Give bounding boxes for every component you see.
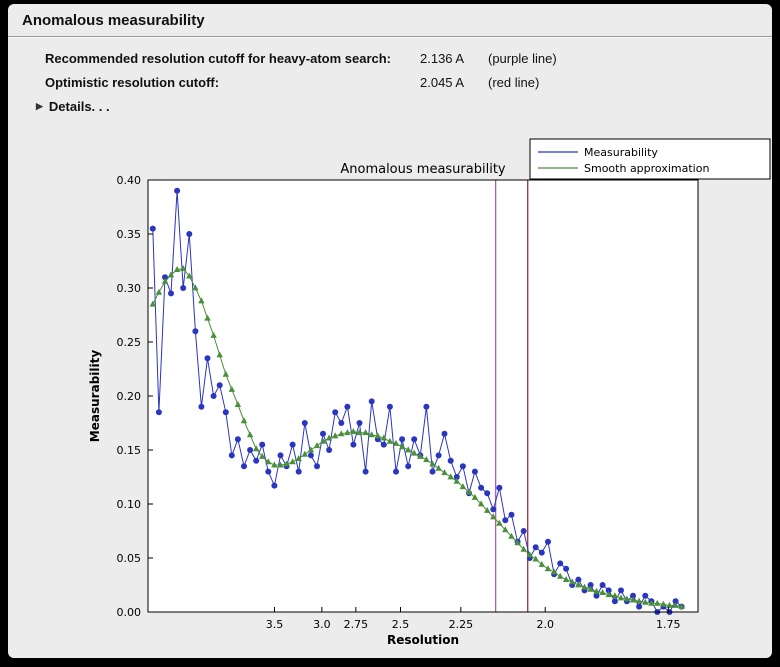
anomalous-measurability-panel: Anomalous measurability Recommended reso… xyxy=(8,4,772,658)
optimistic-cutoff-row: Optimistic resolution cutoff: 2.045 A (r… xyxy=(45,75,772,90)
svg-text:0.05: 0.05 xyxy=(117,552,142,565)
optimistic-cutoff-note: (red line) xyxy=(488,75,540,90)
svg-text:Resolution: Resolution xyxy=(387,633,459,647)
svg-text:Measurability: Measurability xyxy=(88,350,102,443)
svg-text:0.35: 0.35 xyxy=(117,228,142,241)
svg-text:Smooth approximation: Smooth approximation xyxy=(584,162,709,175)
svg-text:0.30: 0.30 xyxy=(117,282,142,295)
disclosure-triangle-icon: ▶ xyxy=(36,101,43,111)
svg-text:1.75: 1.75 xyxy=(656,618,681,631)
svg-text:3.5: 3.5 xyxy=(266,618,284,631)
recommended-cutoff-note: (purple line) xyxy=(488,51,557,66)
panel-header: Anomalous measurability xyxy=(8,4,772,37)
svg-text:2.25: 2.25 xyxy=(449,618,474,631)
panel-title: Anomalous measurability xyxy=(22,12,205,29)
optimistic-cutoff-label: Optimistic resolution cutoff: xyxy=(45,75,220,90)
svg-text:Anomalous measurability: Anomalous measurability xyxy=(340,162,506,177)
svg-text:0.10: 0.10 xyxy=(117,498,142,511)
anomalous-measurability-chart: 0.00 0.05 0.10 0.15 0.20 0.25 0.30 0.35 0.40 3.5 3… xyxy=(88,138,771,647)
svg-text:0.40: 0.40 xyxy=(117,174,142,187)
svg-text:0.25: 0.25 xyxy=(117,336,142,349)
svg-text:2.0: 2.0 xyxy=(536,618,554,631)
svg-text:0.15: 0.15 xyxy=(117,444,142,457)
svg-text:3.0: 3.0 xyxy=(313,618,331,631)
svg-text:Measurability: Measurability xyxy=(584,146,658,159)
details-label: Details. . . xyxy=(48,99,110,114)
cutoff-info: Recommended resolution cutoff for heavy-… xyxy=(8,37,772,90)
recommended-cutoff-value: 2.136 A xyxy=(420,51,465,66)
svg-text:0.00: 0.00 xyxy=(117,606,142,619)
svg-text:0.20: 0.20 xyxy=(117,390,142,403)
details-disclosure[interactable]: ▶ Details. . . xyxy=(36,99,156,114)
optimistic-cutoff-value: 2.045 A xyxy=(420,75,465,90)
recommended-cutoff-label: Recommended resolution cutoff for heavy-… xyxy=(45,51,392,66)
svg-text:2.5: 2.5 xyxy=(392,618,410,631)
svg-text:2.75: 2.75 xyxy=(344,618,369,631)
recommended-cutoff-row: Recommended resolution cutoff for heavy-… xyxy=(45,51,772,66)
